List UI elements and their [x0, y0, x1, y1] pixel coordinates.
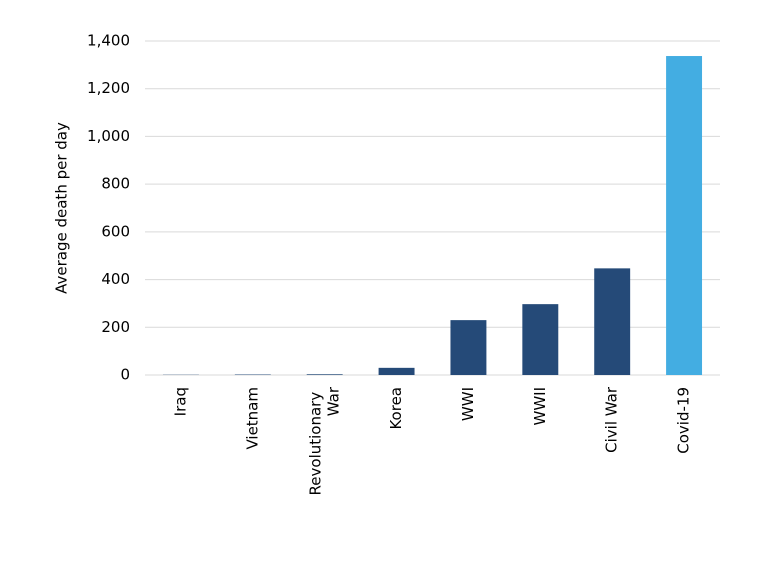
x-tick-label: WWI: [459, 387, 477, 421]
x-tick-label: Covid-19: [675, 387, 693, 454]
x-tick-group: Covid-19: [675, 387, 693, 454]
x-tick-label: Revolutionary War: [306, 386, 342, 495]
y-tick-label: 0: [120, 366, 130, 384]
bar: [522, 304, 559, 375]
y-tick-label: 800: [101, 175, 130, 193]
x-tick-group: Iraq: [171, 387, 189, 416]
x-tick-group: Revolutionary War: [306, 386, 342, 495]
y-tick-label: 1,400: [87, 32, 130, 50]
x-tick-group: WWII: [531, 387, 549, 426]
bar: [450, 320, 487, 375]
x-tick-label: WWII: [531, 387, 549, 426]
x-tick-group: WWI: [459, 387, 477, 421]
y-tick-label: 200: [101, 318, 130, 336]
bar: [594, 268, 631, 375]
y-tick-label: 1,200: [87, 79, 130, 97]
x-tick-label: Vietnam: [243, 387, 261, 450]
x-tick-line: Revolutionary: [306, 387, 324, 495]
x-tick-line: War: [324, 386, 342, 416]
x-tick-label: Civil War: [603, 386, 621, 453]
x-tick-group: Civil War: [603, 386, 621, 453]
bar: [666, 56, 703, 375]
y-axis-title: Average death per day: [53, 122, 71, 294]
y-tick-label: 600: [101, 222, 130, 240]
y-tick-label: 400: [101, 270, 130, 288]
x-tick-group: Korea: [387, 387, 405, 430]
x-tick-group: Vietnam: [243, 387, 261, 450]
x-tick-label: Korea: [387, 387, 405, 430]
bar: [378, 367, 415, 375]
y-tick-label: 1,000: [87, 127, 130, 145]
bar: [306, 374, 343, 375]
x-tick-label: Iraq: [171, 387, 189, 416]
